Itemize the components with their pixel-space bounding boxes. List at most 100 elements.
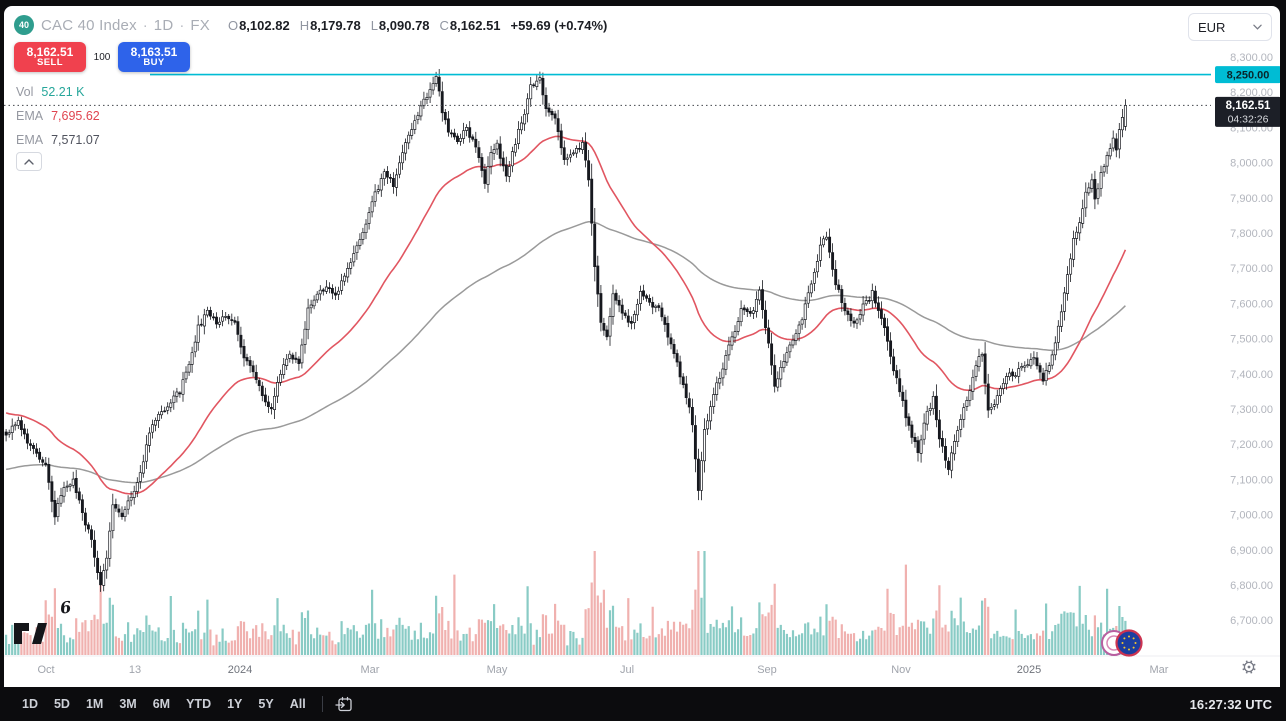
time-axis-label: Sep [757,664,777,676]
bar-countdown: 04:32:26 [1228,113,1269,125]
time-axis-label: Oct [37,664,54,676]
volume-label: Vol [16,85,34,99]
ema-gray-label: EMA [16,133,44,147]
time-axis[interactable]: Oct 13 2024 Mar May Jul Sep Nov 2025 Mar [37,664,1168,676]
range-button-3M[interactable]: 3M [111,693,144,715]
range-button-YTD[interactable]: YTD [178,693,219,715]
interval-button[interactable]: 1D [153,16,174,34]
buy-label: BUY [143,57,165,69]
volume-bars-up [5,551,1127,655]
price-axis-label: 7,300.00 [1230,404,1273,416]
legend-ema-red-row[interactable]: EMA 7,695.62 [16,104,100,128]
sell-button[interactable]: 8,162.51 SELL [14,42,86,72]
svg-text:8,162.51: 8,162.51 [1226,100,1271,112]
date-range-switcher: 1D 5D 1M 3M 6M YTD 1Y 5Y All [14,693,314,715]
symbol-logo-badge: 40 [14,15,34,35]
price-chart-canvas[interactable]: 8,300.00 8,200.00 8,100.00 8,000.00 7,900.00… [4,6,1280,687]
buy-price: 8,163.51 [130,44,178,59]
bottom-toolbar: 1D 5D 1M 3M 6M YTD 1Y 5Y All 16:27:32 UTC [0,687,1286,721]
eu-flag-logo [1115,629,1143,657]
buy-button[interactable]: 8,163.51 BUY [118,42,190,72]
time-axis-label: 13 [129,664,141,676]
sell-price: 8,162.51 [26,44,74,59]
low-value: 8,090.78 [378,17,430,33]
volume-bars-down [20,551,1118,655]
price-axis-label: 6,900.00 [1230,545,1273,557]
change-value: +59.69 (+0.74%) [510,17,608,33]
level-price-badge: 8,250.00 [1215,66,1280,84]
price-axis-label: 8,100.00 [1230,122,1273,134]
svg-text:8,250.00: 8,250.00 [1227,70,1270,82]
time-axis-label: Nov [891,664,911,676]
open-label: O [227,17,239,33]
utc-clock: 16:27:32 UTC [1189,696,1272,712]
price-axis-label: 6,700.00 [1230,615,1273,627]
price-axis-label: 7,600.00 [1230,298,1273,310]
close-label: C [439,17,449,33]
ema-red-label: EMA [16,109,44,123]
ema-gray-line[interactable] [5,221,1126,484]
range-button-6M[interactable]: 6M [145,693,178,715]
chevron-up-icon [24,158,34,165]
range-button-1D[interactable]: 1D [14,693,46,715]
price-axis-label: 8,200.00 [1230,87,1273,99]
price-axis-label: 7,700.00 [1230,263,1273,275]
time-axis-label: 2025 [1017,664,1041,676]
price-axis-label: 8,300.00 [1230,52,1273,64]
legend-ema-gray-row[interactable]: EMA 7,571.07 [16,128,100,152]
price-axis-label: 7,500.00 [1230,334,1273,346]
instrument-logos [1101,629,1143,657]
chart-panel: 8,300.00 8,200.00 8,100.00 8,000.00 7,900.00… [4,6,1280,687]
range-button-1M[interactable]: 1M [78,693,111,715]
time-axis-label: Jul [620,664,634,676]
price-axis-label: 7,900.00 [1230,193,1273,205]
collapse-legend-button[interactable] [16,152,42,171]
toolbar-divider [321,696,323,712]
go-to-date-button[interactable] [331,693,358,716]
time-axis-label: Mar [361,664,380,676]
price-axis[interactable]: 8,300.00 8,200.00 8,100.00 8,000.00 7,900.00… [1230,52,1273,627]
price-axis-label: 7,800.00 [1230,228,1273,240]
price-axis-label: 7,000.00 [1230,510,1273,522]
range-button-5Y[interactable]: 5Y [250,693,281,715]
tradingview-logo-watermark [14,623,47,644]
spread-value: 100 [93,51,111,63]
symbol-title[interactable]: CAC 40 Index [41,16,137,34]
currency-dropdown[interactable]: EUR [1188,13,1272,41]
indicator-legend: Vol 52.21 K EMA 7,695.62 EMA 7,571.07 [16,80,100,152]
price-axis-label: 7,200.00 [1230,439,1273,451]
chevron-down-icon [1253,24,1262,30]
price-axis-label: 8,000.00 [1230,158,1273,170]
open-value: 8,102.82 [239,17,290,33]
range-button-5D[interactable]: 5D [46,693,78,715]
price-axis-label: 7,400.00 [1230,369,1273,381]
time-axis-label: 2024 [228,664,252,676]
exchange-label: FX [190,16,210,34]
trade-button-group: 8,162.51 SELL 100 8,163.51 BUY [14,42,190,72]
sell-label: SELL [37,57,63,69]
legend-volume-row[interactable]: Vol 52.21 K [16,80,100,104]
volume-value: 52.21 K [41,85,85,99]
ohlc-values: O8,102.82 H8,179.78 L8,090.78 C8,162.51 … [228,18,607,33]
time-axis-label: Mar [1150,664,1169,676]
ema-gray-value: 7,571.07 [51,133,100,147]
high-label: H [299,17,310,33]
currency-label: EUR [1198,19,1226,35]
price-axis-label: 7,100.00 [1230,474,1273,486]
low-label: L [370,17,378,33]
range-button-All[interactable]: All [282,693,314,715]
time-axis-label: May [487,664,508,676]
high-value: 8,179.78 [310,17,361,33]
symbol-header: 40 CAC 40 Index · 1D · FX O8,102.82 H8,1… [14,12,607,38]
ema-red-value: 7,695.62 [51,109,100,123]
separator-dot: · [142,16,148,34]
candlesticks [4,69,1127,592]
range-button-1Y[interactable]: 1Y [219,693,250,715]
axis-settings-gear-icon[interactable] [1242,660,1256,674]
price-axis-label: 6,800.00 [1230,580,1273,592]
ema-red-line[interactable] [5,135,1127,495]
close-value: 8,162.51 [449,17,501,33]
calendar-icon [335,696,352,711]
separator-dot: · [179,16,185,34]
